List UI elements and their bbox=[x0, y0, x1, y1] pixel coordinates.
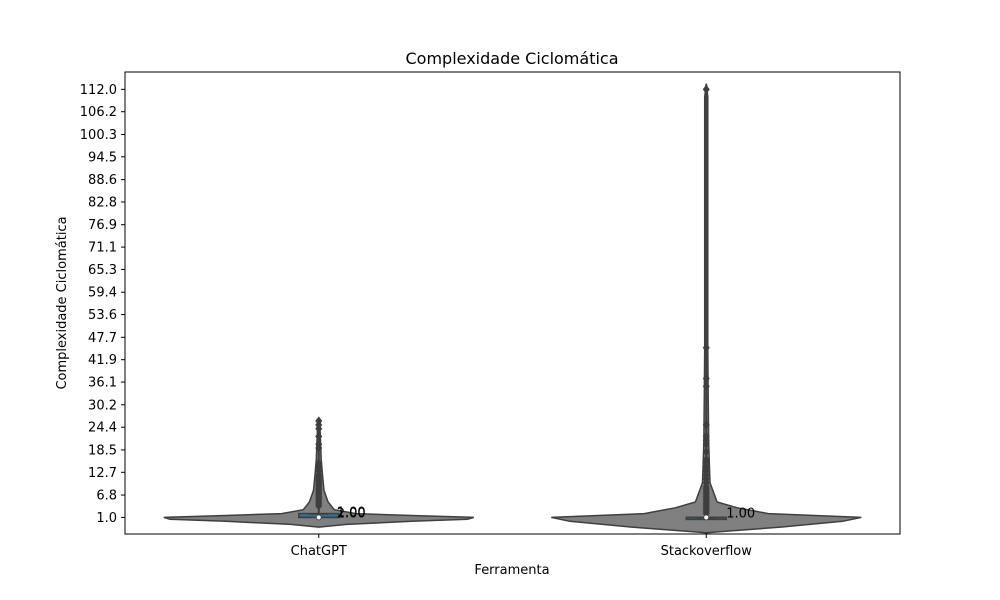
violin-group-stackoverflow: 1.00 bbox=[551, 83, 862, 534]
median-annotation: 1.00 bbox=[337, 505, 366, 520]
y-tick-label: 30.2 bbox=[88, 398, 117, 413]
outlier-point bbox=[315, 416, 323, 426]
outlier-point bbox=[315, 439, 323, 449]
x-tick-label: Stackoverflow bbox=[661, 544, 753, 559]
y-tick-label: 71.1 bbox=[88, 241, 117, 256]
y-tick-label: 94.5 bbox=[88, 150, 117, 165]
y-tick-label: 12.7 bbox=[88, 466, 117, 481]
violin-group-chatgpt: 2.001.00 bbox=[163, 416, 475, 528]
outlier-point bbox=[702, 373, 710, 384]
y-tick-label: 82.8 bbox=[88, 195, 117, 210]
y-tick-label: 76.9 bbox=[88, 218, 117, 233]
median-annotation: 1.00 bbox=[726, 506, 755, 521]
y-tick-label: 106.2 bbox=[80, 105, 117, 120]
outlier-point bbox=[702, 343, 710, 353]
y-tick-label: 6.8 bbox=[96, 489, 117, 504]
y-tick-label: 36.1 bbox=[88, 376, 117, 391]
outlier-point bbox=[702, 447, 710, 457]
y-tick-label: 53.6 bbox=[88, 308, 117, 323]
outlier-point bbox=[702, 454, 710, 465]
median-marker bbox=[703, 514, 710, 521]
plot-frame bbox=[124, 71, 901, 535]
outlier-point bbox=[315, 431, 323, 442]
y-tick-label: 47.7 bbox=[88, 331, 117, 346]
chart-title: Complexidade Ciclomática bbox=[405, 49, 618, 68]
x-tick-label: ChatGPT bbox=[291, 544, 347, 559]
y-tick-label: 100.3 bbox=[80, 128, 117, 143]
y-tick-label: 65.3 bbox=[88, 263, 117, 278]
median-marker bbox=[315, 514, 322, 521]
x-axis: ChatGPT Stackoverflow bbox=[291, 534, 753, 559]
y-tick-label: 59.4 bbox=[88, 286, 117, 301]
y-tick-label: 18.5 bbox=[88, 443, 117, 458]
y-tick-label: 1.0 bbox=[96, 511, 117, 526]
x-axis-title: Ferramenta bbox=[474, 563, 549, 578]
outlier-point bbox=[702, 431, 710, 442]
y-tick-label: 112.0 bbox=[80, 83, 117, 98]
y-axis-title: Complexidade Ciclomática bbox=[55, 216, 70, 389]
outlier-point bbox=[315, 458, 323, 469]
y-tick-label: 41.9 bbox=[88, 353, 117, 368]
y-axis: 1.0 6.8 12.7 18.5 24.4 30.2 36.1 41.9 47.7 53.6 59… bbox=[80, 83, 125, 526]
y-tick-label: 88.6 bbox=[88, 173, 117, 188]
outlier-point bbox=[702, 84, 710, 95]
outlier-point bbox=[702, 381, 710, 391]
outlier-point bbox=[702, 420, 710, 430]
q3-annotation: 2.00 bbox=[337, 507, 366, 522]
y-tick-label: 24.4 bbox=[88, 421, 117, 436]
plot-area: 2.001.00 1.00 bbox=[163, 83, 862, 534]
